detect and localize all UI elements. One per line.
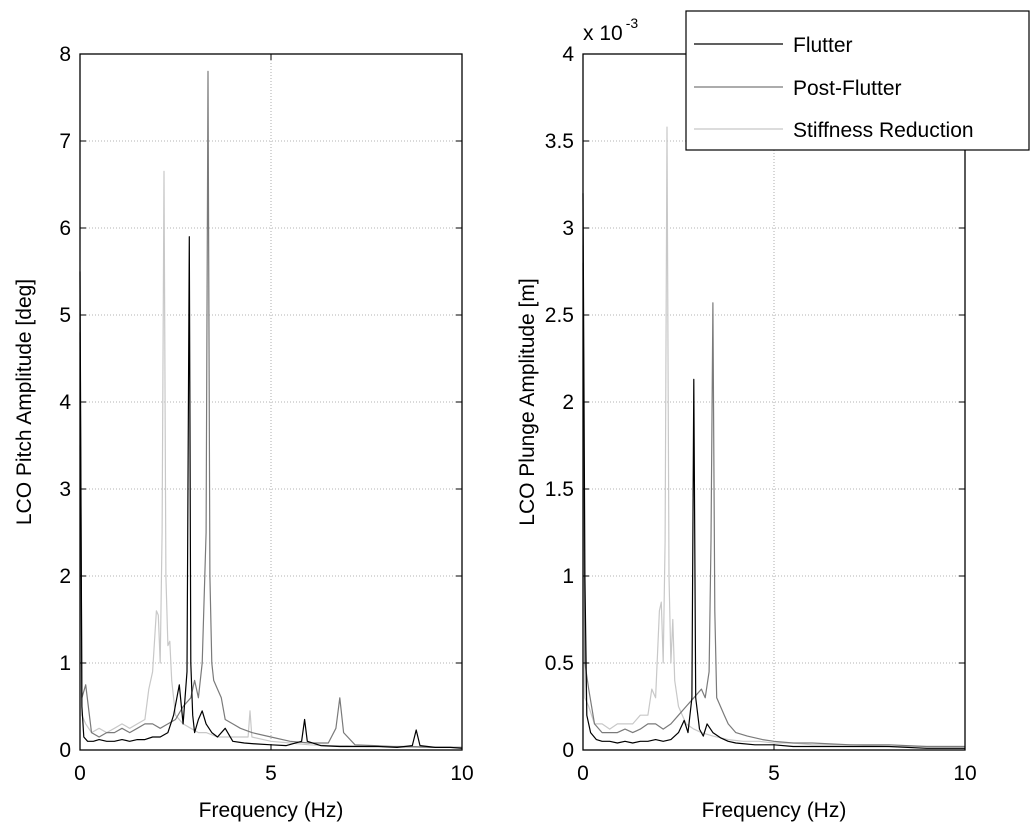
y-axis-label: LCO Pitch Amplitude [deg]	[13, 279, 36, 525]
plunge-amplitude-plot: 0 5 10 0 0.5 1 1.5 2 2.5 3 3.5 4 Frequency (Hz) LCO…	[516, 15, 977, 822]
y-scale-factor: x 10 -3	[583, 15, 638, 45]
ticks: 0 5 10 0 0.5 1 1.5 2 2.5 3 3.5 4	[545, 43, 977, 785]
x-tick-label: 5	[768, 762, 780, 785]
y-axis-label: LCO Plunge Amplitude [m]	[516, 278, 539, 525]
x-axis-label: Frequency (Hz)	[702, 799, 847, 822]
y-tick-label: 5	[59, 304, 71, 327]
y-tick-label: 8	[59, 43, 71, 66]
y-tick-label: 3	[59, 478, 71, 501]
x-tick-label: 10	[953, 762, 976, 785]
legend-item-post-flutter: Post-Flutter	[694, 77, 902, 100]
x-tick-label: 10	[450, 762, 473, 785]
y-tick-label: 0.5	[545, 652, 574, 675]
series-line-post-flutter	[582, 262, 965, 748]
y-tick-label: 1	[59, 652, 71, 675]
series-group	[582, 126, 965, 749]
x-axis-label: Frequency (Hz)	[199, 799, 344, 822]
pitch-amplitude-plot: 0 5 10 0 1 2 3 4 5 6 7 8 Frequency (Hz) LCO Pitch A…	[13, 43, 474, 822]
y-scale-exponent: -3	[626, 15, 639, 31]
y-tick-label: 7	[59, 130, 71, 153]
ticks: 0 5 10 0 1 2 3 4 5 6 7 8	[59, 43, 473, 785]
y-tick-label: 1	[562, 565, 574, 588]
y-tick-label: 4	[562, 43, 574, 66]
y-tick-label: 1.5	[545, 478, 574, 501]
y-tick-label: 0	[562, 739, 574, 762]
series-line-flutter	[582, 193, 965, 749]
legend: Flutter Post-Flutter Stiffness Reduction	[685, 10, 1030, 151]
legend-item-stiffness-reduction: Stiffness Reduction	[694, 119, 974, 142]
grid	[583, 54, 965, 750]
legend-label-stiffness-reduction: Stiffness Reduction	[793, 119, 974, 142]
y-tick-label: 2	[59, 565, 71, 588]
x-tick-label: 0	[74, 762, 86, 785]
series-line-stiffness-reduction	[582, 126, 965, 748]
legend-label-post-flutter: Post-Flutter	[793, 77, 902, 100]
x-tick-label: 5	[265, 762, 277, 785]
x-tick-label: 0	[577, 762, 589, 785]
legend-item-flutter: Flutter	[694, 34, 853, 57]
series-line-flutter	[79, 236, 463, 749]
legend-box	[685, 10, 1030, 151]
y-tick-label: 2	[562, 391, 574, 414]
series-group	[79, 70, 463, 749]
y-scale-base: x 10	[583, 22, 623, 45]
y-tick-label: 6	[59, 217, 71, 240]
y-tick-label: 3.5	[545, 130, 574, 153]
y-tick-label: 0	[59, 739, 71, 762]
grid	[80, 54, 462, 750]
y-tick-label: 4	[59, 391, 71, 414]
y-tick-label: 2.5	[545, 304, 574, 327]
series-line-post-flutter	[79, 70, 462, 749]
y-tick-label: 3	[562, 217, 574, 240]
legend-label-flutter: Flutter	[793, 34, 853, 57]
